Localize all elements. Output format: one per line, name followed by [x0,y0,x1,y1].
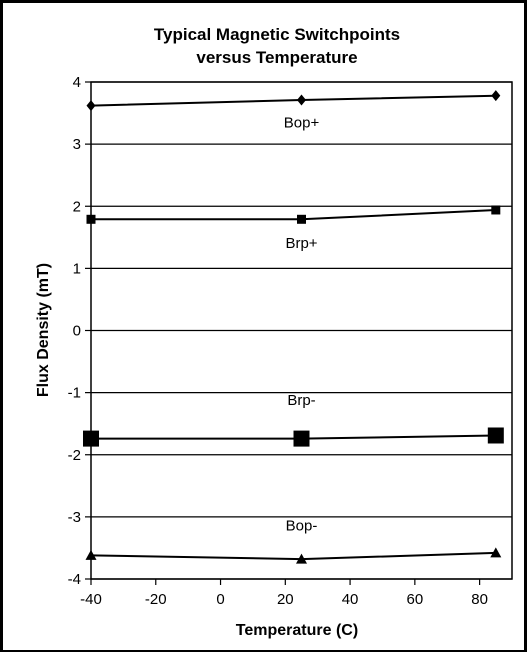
marker-bop-minusplus [86,100,96,112]
x-tick-label: -20 [145,591,167,608]
x-axis-label: Temperature (C) [236,622,358,639]
x-tick-label: 80 [471,591,488,608]
series-label: Brp- [287,392,315,409]
marker-bop-minusplus [491,90,501,102]
gridlines [85,81,512,585]
marker-brp-minusplus [297,214,306,224]
chart-title-line-2: versus Temperature [196,48,357,67]
x-tick-label: 60 [407,591,424,608]
marker-brp-minusplus [491,205,501,215]
marker-brp-minus [487,427,504,444]
y-axis-label: Flux Density (mT) [35,263,52,397]
marker-brp-minus [293,430,310,447]
series-label: Brp+ [285,235,317,252]
marker-bop-minus [296,553,307,564]
y-tick-label: 1 [73,260,81,277]
series-label: Bop+ [284,114,320,131]
series-markers [83,90,504,564]
y-tick-label: -1 [68,385,81,402]
x-tick-label: -40 [80,591,102,608]
y-tick-label: 4 [73,74,81,91]
x-tick-label: 20 [277,591,294,608]
x-tick-label: 0 [216,591,224,608]
marker-brp-minusplus [86,214,96,224]
series-labels: Bop+ Brp+ Brp- Bop- [284,114,320,534]
marker-bop-minus [490,547,502,558]
marker-bop-minus [85,549,97,560]
x-tick-label: 40 [342,591,359,608]
y-tick-label: 0 [73,323,81,340]
y-tick-labels: 4 3 2 1 0 -1 -2 -3 -4 [68,74,81,588]
y-tick-label: -4 [68,571,81,588]
y-tick-label: -2 [68,447,81,464]
series-label: Bop- [286,518,318,535]
chart-title-line-1: Typical Magnetic Switchpoints [154,25,400,44]
y-tick-label: -3 [68,509,81,526]
marker-brp-minus [83,430,99,447]
y-tick-label: 2 [73,198,81,215]
x-tick-labels: -40 -20 0 20 40 60 80 [80,591,488,608]
y-tick-label: 3 [73,136,81,153]
marker-bop-minusplus [297,94,306,106]
